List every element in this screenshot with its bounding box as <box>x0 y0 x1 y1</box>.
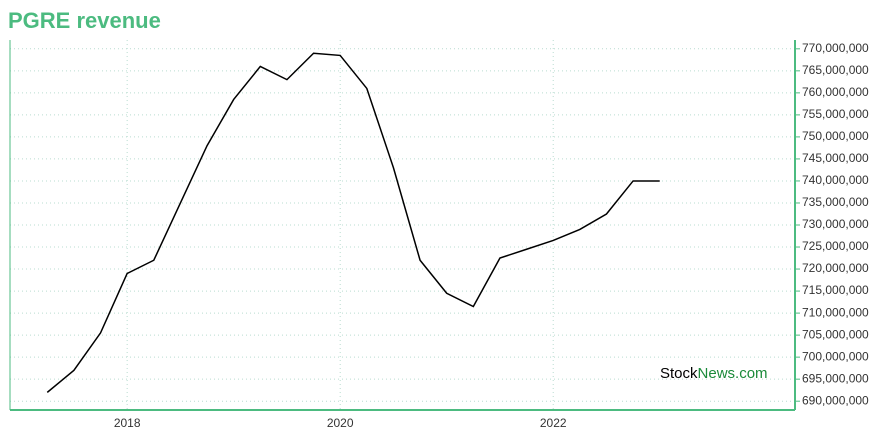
y-tick-label: 735,000,000 <box>802 195 869 209</box>
x-tick-label: 2020 <box>327 416 354 430</box>
y-tick-label: 760,000,000 <box>802 85 869 99</box>
line <box>46 52 660 393</box>
y-tick-label: 705,000,000 <box>802 327 869 341</box>
watermark-stock: Stock <box>660 365 698 382</box>
y-tick-label: 730,000,000 <box>802 217 869 231</box>
y-tick-label: 720,000,000 <box>802 261 869 275</box>
y-tick-label: 755,000,000 <box>802 107 869 121</box>
y-tick-label: 745,000,000 <box>802 151 869 165</box>
y-tick-label: 740,000,000 <box>802 173 869 187</box>
chart-title: PGRE revenue <box>8 8 161 33</box>
y-tick-label: 710,000,000 <box>802 305 869 319</box>
watermark-news: News.com <box>698 365 768 382</box>
watermark: StockNews.com <box>660 365 768 382</box>
y-tick-label: 695,000,000 <box>802 371 869 385</box>
y-tick-label: 770,000,000 <box>802 41 869 55</box>
grid <box>10 40 795 410</box>
y-tick-label: 725,000,000 <box>802 239 869 253</box>
y-tick-label: 700,000,000 <box>802 349 869 363</box>
x-tick-label: 2018 <box>114 416 141 430</box>
y-tick-label: 750,000,000 <box>802 129 869 143</box>
x-tick-label: 2022 <box>540 416 567 430</box>
y-tick-label: 715,000,000 <box>802 283 869 297</box>
y-tick-label: 690,000,000 <box>802 393 869 407</box>
y-tick-label: 765,000,000 <box>802 63 869 77</box>
